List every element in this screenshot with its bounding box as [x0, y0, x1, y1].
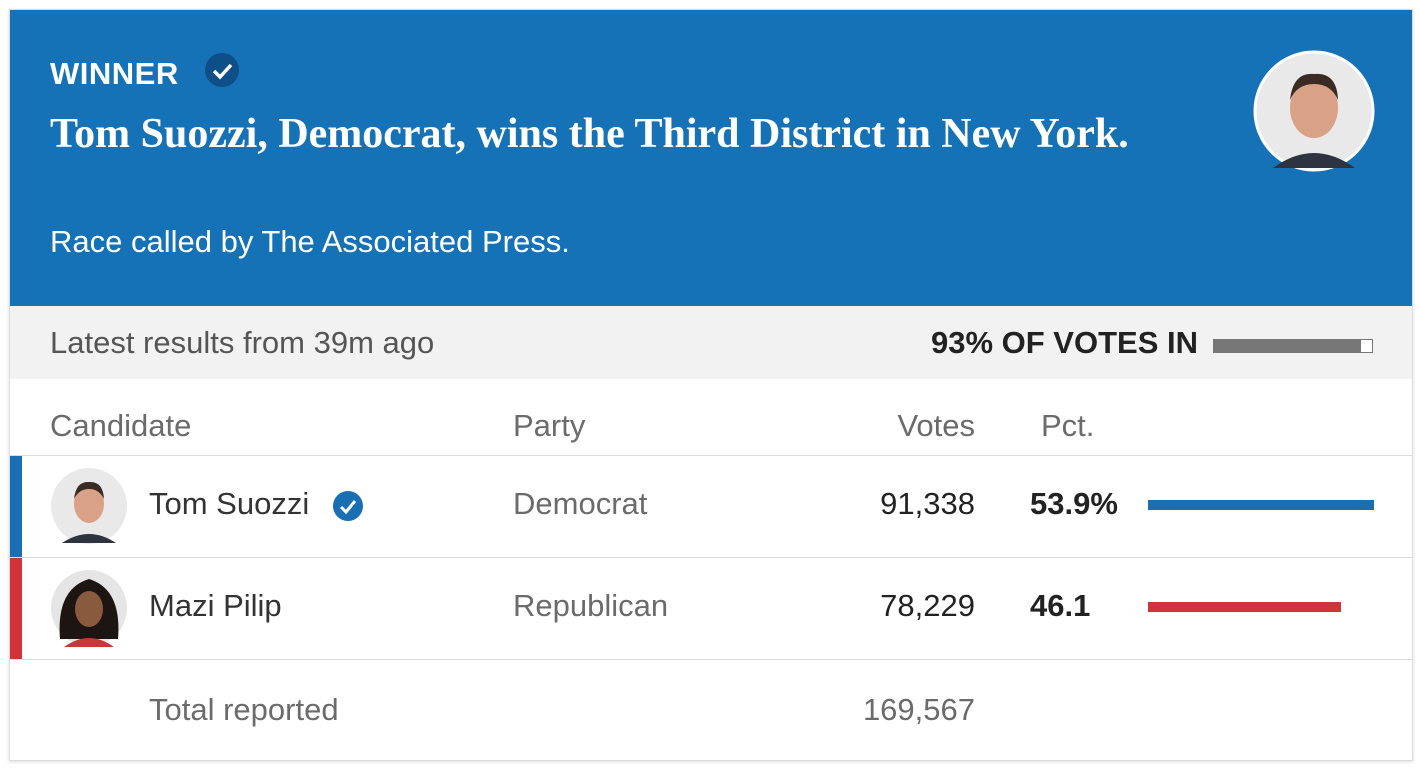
candidate-name: Tom Suozzi: [149, 486, 310, 521]
pct-bar: [1148, 500, 1374, 510]
party: Republican: [513, 588, 669, 623]
column-header: Candidate: [50, 408, 192, 443]
status-bar: Latest results from 39m ago 93% OF VOTES…: [10, 306, 1412, 379]
updated-text: Latest results from 39m ago: [50, 325, 435, 360]
column-header: Pct.: [1041, 408, 1095, 443]
results-card: WINNER Tom Suozzi, Democrat, wins the Th…: [9, 9, 1413, 761]
party-stripe: [10, 456, 22, 557]
column-header: Party: [513, 408, 586, 443]
subtitle: Race called by The Associated Press.: [50, 224, 570, 259]
winner-banner: WINNER Tom Suozzi, Democrat, wins the Th…: [10, 10, 1412, 306]
winner-photo: [1253, 50, 1375, 172]
pct: 53.9%: [1030, 486, 1118, 521]
verified-icon: [205, 53, 239, 87]
pct: 46.1: [1030, 588, 1091, 623]
total-votes: 169,567: [862, 692, 975, 727]
headline: Tom Suozzi, Democrat, wins the Third Dis…: [50, 111, 1129, 157]
verified-icon: [332, 490, 364, 527]
votes: 78,229: [880, 588, 975, 623]
votes: 91,338: [880, 486, 975, 521]
total-label: Total reported: [149, 692, 339, 727]
candidate-photo: [50, 467, 128, 545]
party: Democrat: [513, 486, 648, 521]
reporting-track: [1213, 339, 1373, 353]
reporting-fill: [1214, 340, 1361, 352]
reporting-text: 93% OF VOTES IN: [930, 325, 1198, 360]
candidate-photo: [50, 569, 128, 647]
pct-bar: [1148, 602, 1342, 612]
party-stripe: [10, 558, 22, 659]
candidate-name: Mazi Pilip: [149, 588, 282, 623]
column-header: Votes: [897, 408, 975, 443]
winner-label: WINNER: [50, 56, 179, 91]
